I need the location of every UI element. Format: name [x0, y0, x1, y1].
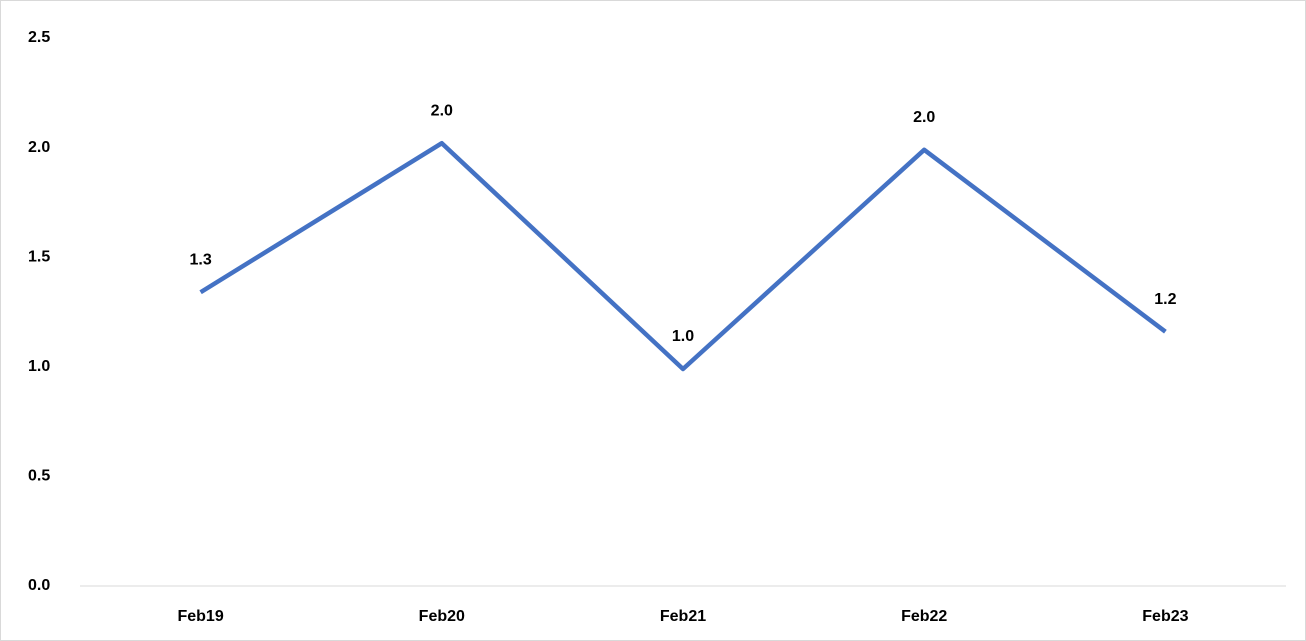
y-tick-label: 2.0 [28, 139, 50, 156]
line-series [199, 140, 1167, 372]
y-tick-label: 1.5 [28, 248, 50, 265]
data-label: 1.2 [1154, 291, 1176, 308]
y-tick-label: 1.0 [28, 358, 50, 375]
y-tick-label: 2.5 [28, 29, 50, 46]
data-label: 1.0 [672, 328, 694, 345]
x-tick-label: Feb21 [660, 608, 706, 625]
data-label: 2.0 [431, 102, 453, 119]
y-tick-label: 0.5 [28, 468, 50, 485]
x-tick-label: Feb19 [177, 608, 223, 625]
y-tick-label: 0.0 [28, 577, 50, 594]
data-label: 2.0 [913, 109, 935, 126]
x-tick-label: Feb23 [1142, 608, 1188, 625]
x-tick-label: Feb20 [419, 608, 465, 625]
x-tick-label: Feb22 [901, 608, 947, 625]
data-label: 1.3 [189, 251, 211, 268]
